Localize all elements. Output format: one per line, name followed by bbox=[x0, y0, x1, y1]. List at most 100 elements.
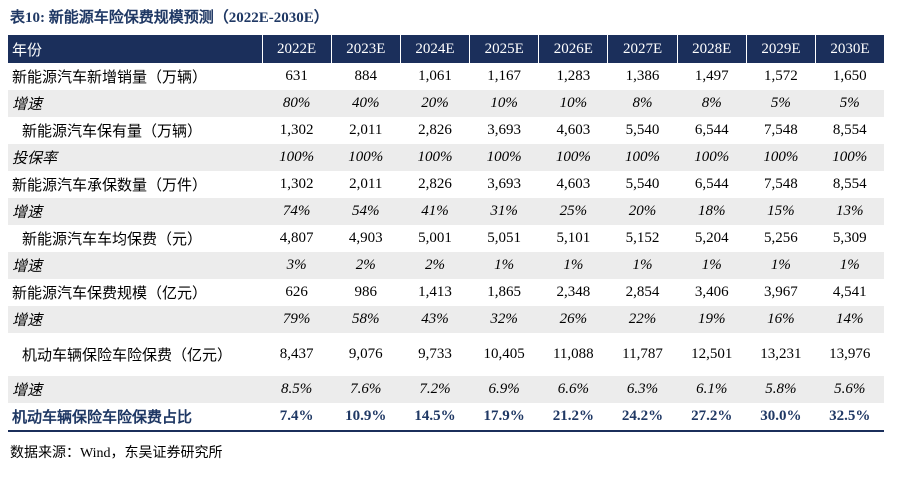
value-cell: 6,544 bbox=[694, 122, 729, 138]
value-cell: 22% bbox=[607, 306, 678, 333]
value-cell: 10,405 bbox=[483, 346, 525, 362]
value-cell: 986 bbox=[354, 284, 378, 300]
value-cell: 5,001 bbox=[418, 230, 452, 246]
value-cell: 8,437 bbox=[279, 346, 314, 362]
value-cell: 1,497 bbox=[694, 68, 729, 84]
value-cell: 1,650 bbox=[832, 68, 867, 84]
value-cell: 2,854 bbox=[625, 284, 660, 300]
value-cell: 3,406 bbox=[694, 284, 729, 300]
value-cell: 8.5% bbox=[262, 376, 332, 403]
value-cell: 5.6% bbox=[815, 376, 884, 403]
value-cell: 13,231 bbox=[760, 346, 802, 362]
value-cell: 100% bbox=[469, 144, 539, 171]
value-cell: 6,544 bbox=[694, 176, 729, 192]
value-cell: 2,348 bbox=[556, 284, 591, 300]
value-cell: 5,152 bbox=[625, 230, 660, 246]
header-cell: 2022E bbox=[261, 35, 332, 63]
row-label: 新能源汽车保费规模（亿元） bbox=[12, 286, 208, 302]
header-cell: 2027E bbox=[607, 35, 678, 63]
value-cell: 1% bbox=[746, 252, 816, 279]
value-cell: 2% bbox=[400, 252, 470, 279]
row-label: 新能源汽车车均保费（元） bbox=[22, 232, 203, 248]
value-cell: 14.5% bbox=[400, 403, 470, 432]
value-cell: 30.0% bbox=[746, 403, 816, 432]
value-cell: 7.6% bbox=[331, 376, 401, 403]
value-cell: 58% bbox=[331, 306, 401, 333]
row-label: 增速 bbox=[8, 90, 262, 117]
row-label: 增速 bbox=[8, 306, 262, 333]
value-cell: 8% bbox=[607, 90, 678, 117]
table-row: 增速 80% 40% 20% 10% 10% 8% 8% 5% 5% bbox=[8, 90, 884, 117]
value-cell: 13% bbox=[815, 198, 884, 225]
value-cell: 5,051 bbox=[487, 230, 522, 246]
value-cell: 1% bbox=[815, 252, 884, 279]
value-cell: 24.2% bbox=[607, 403, 678, 432]
row-label: 新能源汽车新增销量（万辆） bbox=[12, 70, 208, 86]
value-cell: 1,283 bbox=[556, 68, 591, 84]
value-cell: 100% bbox=[746, 144, 816, 171]
table-row: 新能源汽车保费规模（亿元） 626 986 1,413 1,865 2,348 2,854 3… bbox=[8, 279, 884, 306]
value-cell: 12,501 bbox=[691, 346, 733, 362]
table-title: 表10: 新能源车险保费规模预测（2022E-2030E） bbox=[10, 10, 329, 26]
value-cell: 1,061 bbox=[418, 68, 452, 84]
value-cell: 7.2% bbox=[400, 376, 470, 403]
value-cell: 4,603 bbox=[556, 176, 591, 192]
value-cell: 17.9% bbox=[469, 403, 539, 432]
value-cell: 41% bbox=[400, 198, 470, 225]
value-cell: 1,167 bbox=[487, 68, 522, 84]
header-cell: 2024E bbox=[399, 35, 470, 63]
row-label: 新能源汽车承保数量（万件） bbox=[12, 178, 208, 194]
value-cell: 79% bbox=[262, 306, 332, 333]
value-cell: 80% bbox=[262, 90, 332, 117]
value-cell: 1,386 bbox=[625, 68, 660, 84]
table-row: 增速 3% 2% 2% 1% 1% 1% 1% 1% 1% bbox=[8, 252, 884, 279]
table-row: 新能源汽车车均保费（元） 4,807 4,903 5,001 5,051 5,101 5,1… bbox=[8, 225, 884, 252]
value-cell: 74% bbox=[262, 198, 332, 225]
value-cell: 8% bbox=[677, 90, 747, 117]
value-cell: 43% bbox=[400, 306, 470, 333]
row-label: 投保率 bbox=[8, 144, 262, 171]
value-cell: 10.9% bbox=[331, 403, 401, 432]
value-cell: 5,309 bbox=[832, 230, 867, 246]
value-cell: 25% bbox=[538, 198, 608, 225]
value-cell: 3,693 bbox=[487, 122, 522, 138]
value-cell: 6.1% bbox=[677, 376, 747, 403]
value-cell: 14% bbox=[815, 306, 884, 333]
value-cell: 2,011 bbox=[349, 122, 383, 138]
value-cell: 5,540 bbox=[625, 176, 660, 192]
value-cell: 32.5% bbox=[815, 403, 884, 432]
table-row: 新能源汽车承保数量（万件） 1,302 2,011 2,826 3,693 4,603 5,… bbox=[8, 171, 884, 198]
value-cell: 4,807 bbox=[279, 230, 314, 246]
value-cell: 21.2% bbox=[538, 403, 608, 432]
table-row: 增速 74% 54% 41% 31% 25% 20% 18% 15% 13% bbox=[8, 198, 884, 225]
value-cell: 1% bbox=[469, 252, 539, 279]
row-label: 机动车辆保险车险保费占比 bbox=[8, 403, 262, 432]
value-cell: 6.6% bbox=[538, 376, 608, 403]
value-cell: 1% bbox=[538, 252, 608, 279]
value-cell: 5,540 bbox=[625, 122, 660, 138]
value-cell: 26% bbox=[538, 306, 608, 333]
row-label: 新能源汽车保有量（万辆） bbox=[22, 124, 203, 140]
value-cell: 2% bbox=[331, 252, 401, 279]
value-cell: 11,088 bbox=[552, 346, 594, 362]
value-cell: 100% bbox=[400, 144, 470, 171]
value-cell: 4,603 bbox=[556, 122, 591, 138]
value-cell: 3,693 bbox=[487, 176, 522, 192]
row-label: 增速 bbox=[8, 252, 262, 279]
value-cell: 3% bbox=[262, 252, 332, 279]
header-cell: 2029E bbox=[745, 35, 816, 63]
value-cell: 13,976 bbox=[829, 346, 871, 362]
value-cell: 18% bbox=[677, 198, 747, 225]
value-cell: 100% bbox=[262, 144, 332, 171]
value-cell: 4,903 bbox=[348, 230, 383, 246]
value-cell: 20% bbox=[607, 198, 678, 225]
value-cell: 3,967 bbox=[764, 284, 798, 300]
value-cell: 1,572 bbox=[764, 68, 798, 84]
value-cell: 7,548 bbox=[764, 122, 798, 138]
value-cell: 11,787 bbox=[622, 346, 663, 362]
value-cell: 2,826 bbox=[418, 122, 452, 138]
value-cell: 31% bbox=[469, 198, 539, 225]
value-cell: 10% bbox=[538, 90, 608, 117]
value-cell: 100% bbox=[331, 144, 401, 171]
value-cell: 100% bbox=[538, 144, 608, 171]
